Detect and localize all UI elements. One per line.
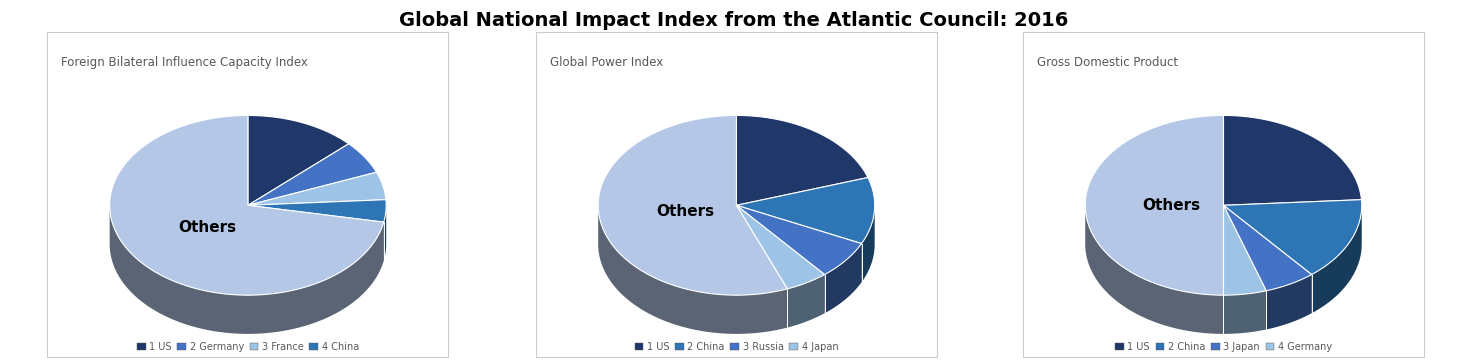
Polygon shape <box>1223 291 1266 334</box>
Polygon shape <box>1223 205 1266 295</box>
Polygon shape <box>1086 116 1223 295</box>
Polygon shape <box>1266 275 1311 330</box>
Polygon shape <box>1223 200 1361 275</box>
Polygon shape <box>248 172 386 205</box>
Legend: 1 US, 2 China, 3 Russia, 4 Japan: 1 US, 2 China, 3 Russia, 4 Japan <box>631 338 842 356</box>
Polygon shape <box>1223 205 1311 291</box>
Polygon shape <box>248 116 349 205</box>
Text: Gross Domestic Product: Gross Domestic Product <box>1037 56 1178 69</box>
Legend: 1 US, 2 Germany, 3 France, 4 China: 1 US, 2 Germany, 3 France, 4 China <box>133 338 362 356</box>
Text: Foreign Bilateral Influence Capacity Index: Foreign Bilateral Influence Capacity Ind… <box>62 56 308 69</box>
Polygon shape <box>824 244 861 313</box>
Polygon shape <box>110 116 384 295</box>
Text: Others: Others <box>1141 198 1200 213</box>
Text: Global National Impact Index from the Atlantic Council: 2016: Global National Impact Index from the At… <box>399 11 1068 30</box>
Polygon shape <box>861 205 874 282</box>
Polygon shape <box>110 206 384 334</box>
Polygon shape <box>736 116 868 205</box>
Polygon shape <box>384 205 386 261</box>
Polygon shape <box>788 275 824 327</box>
Polygon shape <box>1311 205 1361 313</box>
Legend: 1 US, 2 China, 3 Japan, 4 Germany: 1 US, 2 China, 3 Japan, 4 Germany <box>1111 338 1336 356</box>
Polygon shape <box>736 205 824 289</box>
Polygon shape <box>1086 206 1223 334</box>
Polygon shape <box>599 116 788 295</box>
Polygon shape <box>1223 116 1361 205</box>
Polygon shape <box>736 178 874 244</box>
Polygon shape <box>248 144 377 205</box>
Polygon shape <box>736 205 861 275</box>
Text: Global Power Index: Global Power Index <box>550 56 663 69</box>
Text: Others: Others <box>656 204 714 219</box>
Polygon shape <box>599 206 788 334</box>
Polygon shape <box>248 200 386 222</box>
Text: Others: Others <box>179 219 236 235</box>
